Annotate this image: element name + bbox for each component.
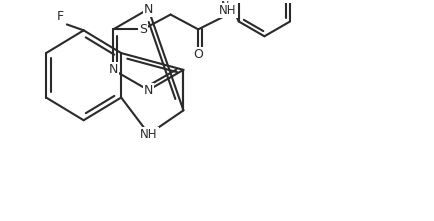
Text: O: O: [193, 48, 203, 61]
Text: H: H: [223, 10, 231, 19]
Text: NH: NH: [219, 4, 236, 17]
Text: N: N: [143, 3, 153, 16]
Text: N: N: [108, 63, 118, 76]
Text: F: F: [56, 10, 63, 23]
Text: NH: NH: [140, 128, 157, 141]
Text: S: S: [138, 23, 147, 36]
Text: N: N: [220, 1, 229, 11]
Text: N: N: [143, 84, 153, 97]
